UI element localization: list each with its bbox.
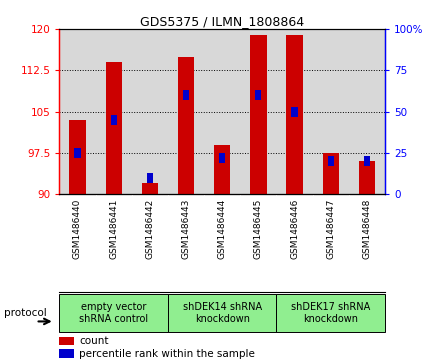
- Text: GSM1486442: GSM1486442: [145, 199, 154, 259]
- Bar: [291, 107, 297, 117]
- Bar: [323, 153, 339, 194]
- FancyBboxPatch shape: [59, 294, 168, 332]
- Bar: [142, 183, 158, 194]
- Bar: [106, 62, 122, 194]
- Bar: [74, 148, 81, 158]
- Bar: [178, 57, 194, 194]
- FancyBboxPatch shape: [168, 294, 276, 332]
- Text: protocol: protocol: [4, 308, 47, 318]
- Text: shDEK14 shRNA
knockdown: shDEK14 shRNA knockdown: [183, 302, 262, 324]
- Bar: [59, 349, 74, 358]
- Bar: [147, 173, 153, 183]
- Text: GSM1486443: GSM1486443: [182, 199, 191, 260]
- Bar: [255, 90, 261, 100]
- Bar: [110, 115, 117, 125]
- Bar: [328, 156, 334, 166]
- Text: GSM1486441: GSM1486441: [109, 199, 118, 260]
- FancyBboxPatch shape: [276, 294, 385, 332]
- Text: GSM1486448: GSM1486448: [363, 199, 371, 260]
- Text: GSM1486447: GSM1486447: [326, 199, 335, 260]
- Title: GDS5375 / ILMN_1808864: GDS5375 / ILMN_1808864: [140, 15, 304, 28]
- Text: count: count: [79, 336, 108, 346]
- Bar: [214, 144, 231, 194]
- Text: percentile rank within the sample: percentile rank within the sample: [79, 349, 255, 359]
- Text: shDEK17 shRNA
knockdown: shDEK17 shRNA knockdown: [291, 302, 370, 324]
- Bar: [59, 337, 74, 346]
- Text: GSM1486445: GSM1486445: [254, 199, 263, 260]
- Bar: [286, 34, 303, 194]
- Bar: [70, 120, 86, 194]
- Bar: [183, 90, 189, 100]
- Bar: [364, 156, 370, 166]
- Bar: [219, 153, 225, 163]
- Bar: [250, 34, 267, 194]
- Text: empty vector
shRNA control: empty vector shRNA control: [79, 302, 148, 324]
- Text: GSM1486440: GSM1486440: [73, 199, 82, 260]
- Text: GSM1486446: GSM1486446: [290, 199, 299, 260]
- Text: GSM1486444: GSM1486444: [218, 199, 227, 259]
- Bar: [359, 161, 375, 194]
